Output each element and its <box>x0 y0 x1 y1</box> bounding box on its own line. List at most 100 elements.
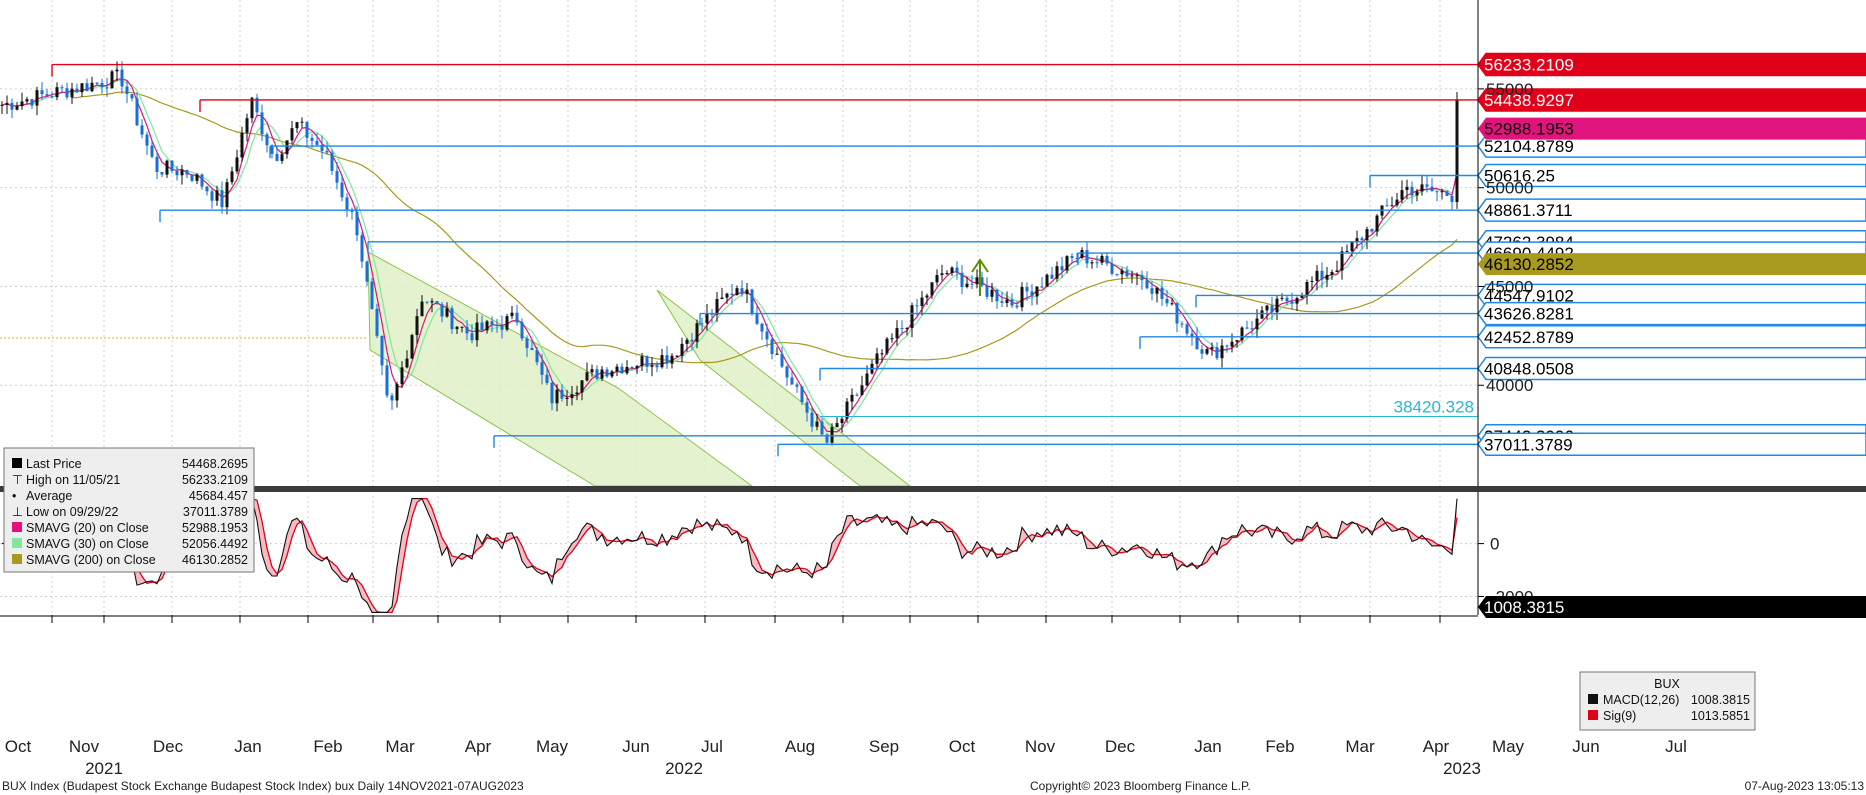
candle-body <box>95 82 99 84</box>
candle-body <box>0 104 4 106</box>
candle-body <box>270 145 274 154</box>
candle-body <box>700 323 704 325</box>
candle-body <box>1130 275 1134 277</box>
candle-body <box>610 371 614 377</box>
candle-body <box>690 339 694 342</box>
candle-body <box>865 373 869 386</box>
candle-body <box>140 125 144 135</box>
legend-name: SMAVG (30) on Close <box>26 537 149 551</box>
candle-body <box>565 398 569 400</box>
x-tick-label: Nov <box>1025 737 1056 756</box>
candle-body <box>1345 251 1349 253</box>
level-tag-label: 50616.25 <box>1484 167 1555 186</box>
candle-body <box>1315 270 1319 281</box>
candle-body <box>1040 286 1044 288</box>
candle-body <box>750 289 754 314</box>
candle-body <box>1350 242 1354 252</box>
x-tick-label: Jan <box>1194 737 1221 756</box>
candle-body <box>715 299 719 315</box>
macd-legend: BUX MACD(12,26) 1008.3815 Sig(9) 1013.5851 <box>1579 671 1756 731</box>
candle-body <box>820 421 824 435</box>
candle-body <box>1310 280 1314 283</box>
candle-body <box>695 323 699 342</box>
candle-body <box>585 372 589 381</box>
macd-legend-swatch <box>1588 694 1598 704</box>
candle-body <box>785 366 789 378</box>
candle-body <box>160 172 164 175</box>
candle-body <box>75 88 79 93</box>
candle-body <box>1100 255 1104 263</box>
candle-body <box>1055 266 1059 279</box>
candle-body <box>1305 282 1309 296</box>
candle-body <box>790 377 794 385</box>
candle-body <box>1235 340 1239 342</box>
candle-body <box>795 384 799 387</box>
panel-separator <box>0 486 1866 492</box>
level-tag-box <box>1477 432 1866 457</box>
candle-body <box>1220 345 1224 359</box>
candle-body <box>170 160 174 171</box>
candle-body <box>895 328 899 339</box>
macd-legend-name: MACD(12,26) <box>1603 693 1679 707</box>
x-tick-label: Apr <box>465 737 492 756</box>
candle-body <box>1030 291 1034 297</box>
candle-body <box>190 174 194 181</box>
candle-body <box>570 394 574 399</box>
candle-body <box>180 170 184 176</box>
level-tag: 37011.3789 <box>1477 432 1866 457</box>
x-tick-label: Dec <box>153 737 184 756</box>
macd-legend-box <box>1579 671 1756 731</box>
candle-body <box>545 374 549 383</box>
candle-body <box>1105 255 1109 264</box>
x-tick-label: Jul <box>1665 737 1687 756</box>
candle-body <box>805 402 809 413</box>
candle-body <box>1080 250 1084 259</box>
level-tag: 42452.8789 <box>1477 325 1866 349</box>
candle-body <box>775 353 779 355</box>
candle-body <box>1110 263 1114 274</box>
candle-body <box>615 366 619 372</box>
level-tag-box <box>1477 301 1866 326</box>
candle-body <box>1090 262 1094 264</box>
candle-body <box>470 333 474 341</box>
candle-body <box>915 305 919 307</box>
sma20-line <box>1 78 1458 433</box>
candle-body <box>195 174 199 181</box>
level-tag: 56233.2109 <box>1477 52 1866 77</box>
candle-body <box>920 297 924 307</box>
macd-legend-value: 1008.3815 <box>1691 693 1750 707</box>
up-arrow-annotation <box>971 258 989 296</box>
candle-body <box>735 288 739 296</box>
candle-body <box>280 154 284 161</box>
candle-body <box>390 395 394 401</box>
candle-body <box>1265 305 1269 311</box>
candle-body <box>995 289 999 302</box>
candle-body <box>1250 328 1254 330</box>
candle-body <box>520 322 524 339</box>
candle-body <box>1300 295 1304 299</box>
legend-name: Average <box>26 489 72 503</box>
candle-body <box>70 88 74 98</box>
candle-body <box>240 132 244 158</box>
level-tag: 54438.9297 <box>1477 88 1866 112</box>
candle-body <box>860 385 864 395</box>
x-tick-label: Feb <box>313 737 342 756</box>
x-tick-label: Oct <box>949 737 976 756</box>
candle-body <box>450 308 454 330</box>
level-tag-label: 37011.3789 <box>1484 435 1573 454</box>
candle-body <box>380 335 384 366</box>
candle-body <box>495 324 499 326</box>
candle-body <box>555 389 559 404</box>
candle-body <box>1245 327 1249 329</box>
candle-body <box>1360 238 1364 241</box>
candle-body <box>655 365 659 368</box>
candle-body <box>900 328 904 330</box>
x-tick-label: Dec <box>1105 737 1136 756</box>
legend-value: 52988.1953 <box>182 521 248 535</box>
candle-body <box>275 153 279 161</box>
candle-body <box>175 170 179 176</box>
candle-body <box>115 69 119 72</box>
level-tag-box <box>1477 198 1866 222</box>
footer-source: BUX Index (Budapest Stock Exchange Budap… <box>2 779 524 793</box>
candle-body <box>475 322 479 341</box>
